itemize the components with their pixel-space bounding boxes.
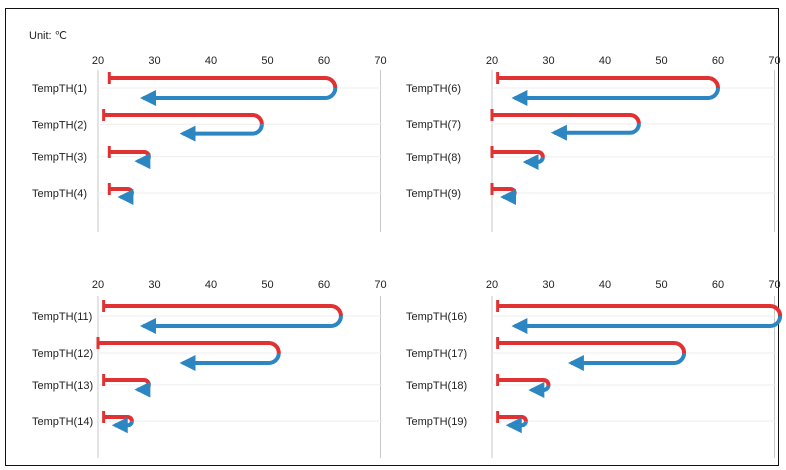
row-label: TempTH(18) xyxy=(406,380,467,392)
heating-bar xyxy=(103,113,264,125)
x-tick-label: 40 xyxy=(599,55,611,67)
heating-bar xyxy=(109,187,134,194)
cooling-bar xyxy=(117,189,134,205)
heating-bar xyxy=(103,415,134,422)
unit-label: Unit: ℃ xyxy=(29,30,68,42)
cooling-bar xyxy=(134,153,151,170)
x-tick-label: 40 xyxy=(205,55,217,67)
x-tick-label: 20 xyxy=(92,55,104,67)
heating-bar xyxy=(492,113,641,125)
row-label: TempTH(3) xyxy=(32,152,87,164)
heating-bar xyxy=(497,378,551,386)
cooling-bar xyxy=(500,189,517,205)
x-tick-label: 20 xyxy=(486,279,498,291)
heating-bar xyxy=(497,76,720,89)
x-tick-label: 70 xyxy=(768,55,780,67)
row-label: TempTH(2) xyxy=(32,119,87,131)
cooling-bar xyxy=(522,154,545,171)
cooling-bar xyxy=(567,352,687,371)
row-label: TempTH(16) xyxy=(406,311,467,323)
heating-bar xyxy=(109,150,151,157)
cooling-bar xyxy=(511,87,720,106)
x-tick-label: 70 xyxy=(768,279,780,291)
cooling-bar xyxy=(505,417,528,434)
row-label: TempTH(17) xyxy=(406,348,467,360)
heating-bar xyxy=(492,150,545,158)
row-label: TempTH(8) xyxy=(406,152,461,164)
x-tick-label: 50 xyxy=(261,279,273,291)
cooling-bar xyxy=(179,352,281,371)
row-label: TempTH(13) xyxy=(32,380,93,392)
heating-bar xyxy=(497,304,783,317)
row-label: TempTH(9) xyxy=(406,188,461,200)
row-label: TempTH(19) xyxy=(406,416,467,428)
x-tick-label: 20 xyxy=(486,55,498,67)
row-label: TempTH(14) xyxy=(32,416,93,428)
x-tick-label: 60 xyxy=(712,55,724,67)
cooling-bar xyxy=(111,417,134,434)
heating-bar xyxy=(492,187,517,194)
row-label: TempTH(6) xyxy=(406,83,461,95)
row-label: TempTH(11) xyxy=(32,311,92,323)
x-tick-label: 20 xyxy=(92,279,104,291)
cooling-bar xyxy=(511,315,783,334)
x-tick-label: 70 xyxy=(374,55,386,67)
heating-bar xyxy=(497,341,687,354)
x-tick-label: 50 xyxy=(655,55,667,67)
cooling-bar xyxy=(140,315,343,334)
x-tick-label: 60 xyxy=(712,279,724,291)
row-label: TempTH(12) xyxy=(32,348,93,360)
x-tick-label: 40 xyxy=(205,279,217,291)
x-tick-label: 30 xyxy=(148,279,160,291)
heating-bar xyxy=(497,415,528,422)
x-tick-label: 60 xyxy=(318,55,330,67)
heating-bar xyxy=(103,378,151,386)
cooling-bar xyxy=(134,381,151,398)
x-tick-label: 30 xyxy=(542,55,554,67)
x-tick-label: 60 xyxy=(318,279,330,291)
heating-bar xyxy=(98,341,281,354)
row-label: TempTH(4) xyxy=(32,188,87,200)
x-tick-label: 50 xyxy=(261,55,273,67)
x-tick-label: 30 xyxy=(542,279,554,291)
heating-bar xyxy=(103,304,343,317)
x-tick-label: 70 xyxy=(374,279,386,291)
row-label: TempTH(7) xyxy=(406,119,461,131)
cooling-bar xyxy=(528,382,551,399)
x-tick-label: 30 xyxy=(148,55,160,67)
row-label: TempTH(1) xyxy=(32,83,87,95)
x-tick-label: 40 xyxy=(599,279,611,291)
chart-frame xyxy=(5,8,779,466)
cooling-bar xyxy=(179,124,264,142)
x-tick-label: 50 xyxy=(655,279,667,291)
cooling-bar xyxy=(140,87,338,106)
cooling-bar xyxy=(550,123,641,141)
heating-bar xyxy=(109,76,338,89)
